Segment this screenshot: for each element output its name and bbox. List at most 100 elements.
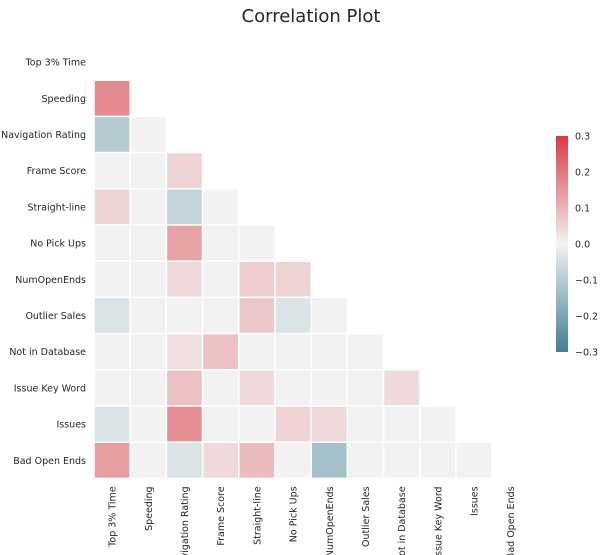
heatmap-cell [93,369,131,407]
heatmap-cell [165,405,204,443]
heatmap-cell [419,405,457,443]
y-tick-label: Outlier Sales [25,311,86,322]
heatmap-cells [93,79,493,480]
x-tick-label: Issues [470,486,481,516]
heatmap-cell [165,224,204,262]
y-tick-label: Straight-line [28,202,87,213]
y-tick-label: Frame Score [27,166,86,177]
heatmap-cell [310,441,349,480]
heatmap-cell [165,332,204,371]
heatmap-cell [310,332,349,371]
x-tick-label: NumOpenEnds [325,486,336,555]
heatmap-cell [129,151,168,190]
heatmap-cell [93,332,131,371]
heatmap-cell [201,405,240,443]
y-tick-label: Bad Open Ends [13,456,86,467]
heatmap-cell [382,405,421,443]
heatmap-cell [274,405,312,443]
colorbar-gradient [556,136,568,352]
heatmap-cell [382,441,421,480]
heatmap-cell [165,296,204,335]
heatmap-cell [129,115,168,154]
colorbar-tick-label: −0.3 [575,348,598,359]
heatmap-cell [238,441,276,480]
heatmap-cell [201,224,240,262]
heatmap-cell [165,151,204,190]
heatmap-cell [455,441,493,480]
heatmap-cell [274,260,312,299]
x-tick-label: Issue Key Word [433,486,444,555]
heatmap-cell [238,369,276,407]
x-tick-label: Bad Open Ends [506,486,517,555]
heatmap-cell [201,369,240,407]
heatmap-cell [238,224,276,262]
heatmap-cell [346,369,385,407]
x-tick-label: Outlier Sales [361,486,372,547]
y-tick-label: Not in Database [9,347,86,358]
heatmap-cell [238,260,276,299]
heatmap-cell [346,332,385,371]
heatmap-cell [93,405,131,443]
heatmap-cell [165,260,204,299]
heatmap-cell [274,332,312,371]
x-tick-label: Navigation Rating [180,486,191,555]
heatmap-cell [201,188,240,226]
heatmap-cell [310,405,349,443]
y-tick-label: No Pick Ups [30,239,86,250]
colorbar-tick-label: 0.3 [575,132,590,143]
colorbar-tick-label: 0.2 [575,168,590,179]
colorbar: 0.3 0.2 0.1 0.0 −0.1 −0.2 −0.3 [556,132,598,359]
heatmap-cell [201,441,240,480]
y-axis-labels: Top 3% Time Speeding Navigation Rating Fram… [1,58,86,467]
y-tick-label: Speeding [42,94,86,105]
x-tick-label: Speeding [144,486,155,530]
heatmap-cell [129,332,168,371]
heatmap-cell [201,296,240,335]
heatmap-cell [274,296,312,335]
heatmap-cell [238,296,276,335]
y-tick-label: Issues [56,420,86,431]
x-tick-label: Frame Score [216,486,227,545]
x-tick-label: No Pick Ups [289,486,300,542]
heatmap-cell [274,441,312,480]
heatmap-cell [165,441,204,480]
heatmap-cell [238,332,276,371]
x-tick-label: Not in Database [397,486,408,555]
chart-title: Correlation Plot [242,6,381,27]
heatmap-cell [93,115,131,154]
heatmap-cell [129,369,168,407]
heatmap-cell [93,224,131,262]
heatmap-cell [129,405,168,443]
y-tick-label: Issue Key Word [14,383,86,394]
heatmap-cell [238,405,276,443]
heatmap-cell [129,296,168,335]
x-axis-labels: Top 3% Time Speeding Navigation Rating Fram… [108,486,517,555]
heatmap-cell [165,188,204,226]
heatmap-cell [129,188,168,226]
heatmap-cell [382,369,421,407]
y-tick-label: NumOpenEnds [15,275,86,286]
y-tick-label: Top 3% Time [25,58,87,69]
x-tick-label: Straight-line [252,486,263,545]
heatmap-cell [93,79,131,118]
heatmap-cell [346,441,385,480]
heatmap-cell [93,441,131,480]
heatmap-cell [201,260,240,299]
colorbar-tick-label: −0.1 [575,276,598,287]
y-tick-label: Navigation Rating [1,130,86,141]
heatmap-cell [129,224,168,262]
x-tick-label: Top 3% Time [108,486,119,548]
heatmap-cell [129,260,168,299]
colorbar-tick-label: −0.2 [575,312,598,323]
heatmap-cell [93,260,131,299]
heatmap-cell [129,441,168,480]
heatmap-cell [310,369,349,407]
heatmap-cell [346,405,385,443]
heatmap-cell [201,332,240,371]
colorbar-tick-label: 0.0 [575,240,590,251]
heatmap-cell [93,188,131,226]
heatmap-cell [93,151,131,190]
colorbar-tick-label: 0.1 [575,204,590,215]
heatmap-cell [274,369,312,407]
